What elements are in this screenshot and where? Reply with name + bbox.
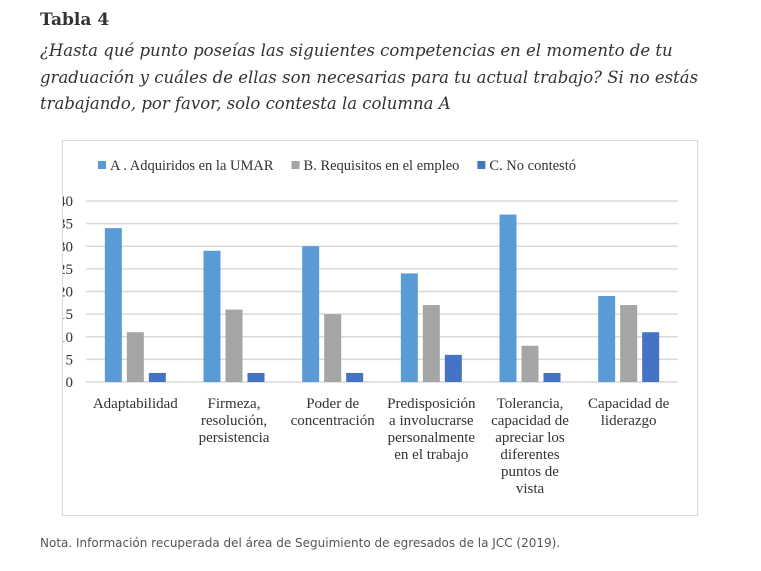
x-tick-label: liderazgo <box>601 413 657 429</box>
table-title: Tabla 4 <box>40 10 110 30</box>
bar <box>148 372 166 382</box>
y-tick-label: 25 <box>63 262 73 278</box>
x-tick-label: a involucrarse <box>389 413 474 429</box>
x-tick-label: en el trabajo <box>394 447 468 463</box>
y-tick-label: 15 <box>63 307 73 323</box>
y-tick-label: 40 <box>63 194 73 210</box>
bar <box>620 305 638 382</box>
legend-swatch <box>477 161 486 169</box>
x-tick-label: apreciar los <box>495 430 565 446</box>
bar <box>598 296 616 382</box>
x-tick-label: diferentes <box>500 447 559 463</box>
bar-chart: 0 5 10 15 20 25 30 35 40 A . Adquiridos en la UMA… <box>58 158 678 497</box>
bar <box>346 372 364 382</box>
bar <box>302 246 320 382</box>
bar <box>499 214 517 382</box>
x-tick-label: Predisposición <box>387 396 476 412</box>
bar <box>225 309 243 382</box>
legend-label: B. Requisitos en el empleo <box>304 158 460 174</box>
legend-swatch <box>98 161 106 169</box>
bar <box>444 354 462 382</box>
x-tick-label: Adaptabilidad <box>93 396 178 412</box>
bar <box>400 273 418 382</box>
legend-label: A . Adquiridos en la UMAR <box>110 158 274 174</box>
x-tick-label: Firmeza, <box>208 396 261 412</box>
chart-container: 0 5 10 15 20 25 30 35 40 A . Adquiridos en la UMA… <box>58 140 698 516</box>
y-tick-label: 20 <box>63 285 73 301</box>
y-tick-label: 5 <box>66 352 74 368</box>
x-tick-label: Poder de <box>306 396 359 412</box>
bar <box>642 332 660 382</box>
bar <box>126 332 144 382</box>
question-text: ¿Hasta qué punto poseías las siguientes … <box>40 41 699 113</box>
x-tick-label: capacidad de <box>491 413 569 429</box>
x-tick-label: personalmente <box>388 430 476 446</box>
bar <box>324 314 342 382</box>
y-tick-label: 30 <box>63 239 73 255</box>
y-tick-label: 35 <box>63 217 73 233</box>
x-tick-label: concentración <box>291 413 376 429</box>
y-tick-label: 10 <box>63 330 73 346</box>
y-tick-label: 0 <box>66 375 74 391</box>
bar <box>247 372 265 382</box>
bar <box>543 372 561 382</box>
bar <box>104 228 122 382</box>
x-tick-label: Capacidad de <box>588 396 670 412</box>
x-tick-label: puntos de <box>501 464 559 480</box>
bar <box>521 345 539 382</box>
legend-label: C. No contestó <box>489 158 576 174</box>
x-tick-label: Tolerancia, <box>497 396 564 412</box>
legend-swatch <box>291 161 300 169</box>
x-tick-label: vista <box>516 481 545 497</box>
x-tick-label: persistencia <box>199 430 270 446</box>
bar <box>203 250 221 382</box>
note-text: Nota. Información recuperada del área de… <box>40 536 561 550</box>
x-tick-label: resolución, <box>201 413 267 429</box>
bar <box>422 305 440 382</box>
